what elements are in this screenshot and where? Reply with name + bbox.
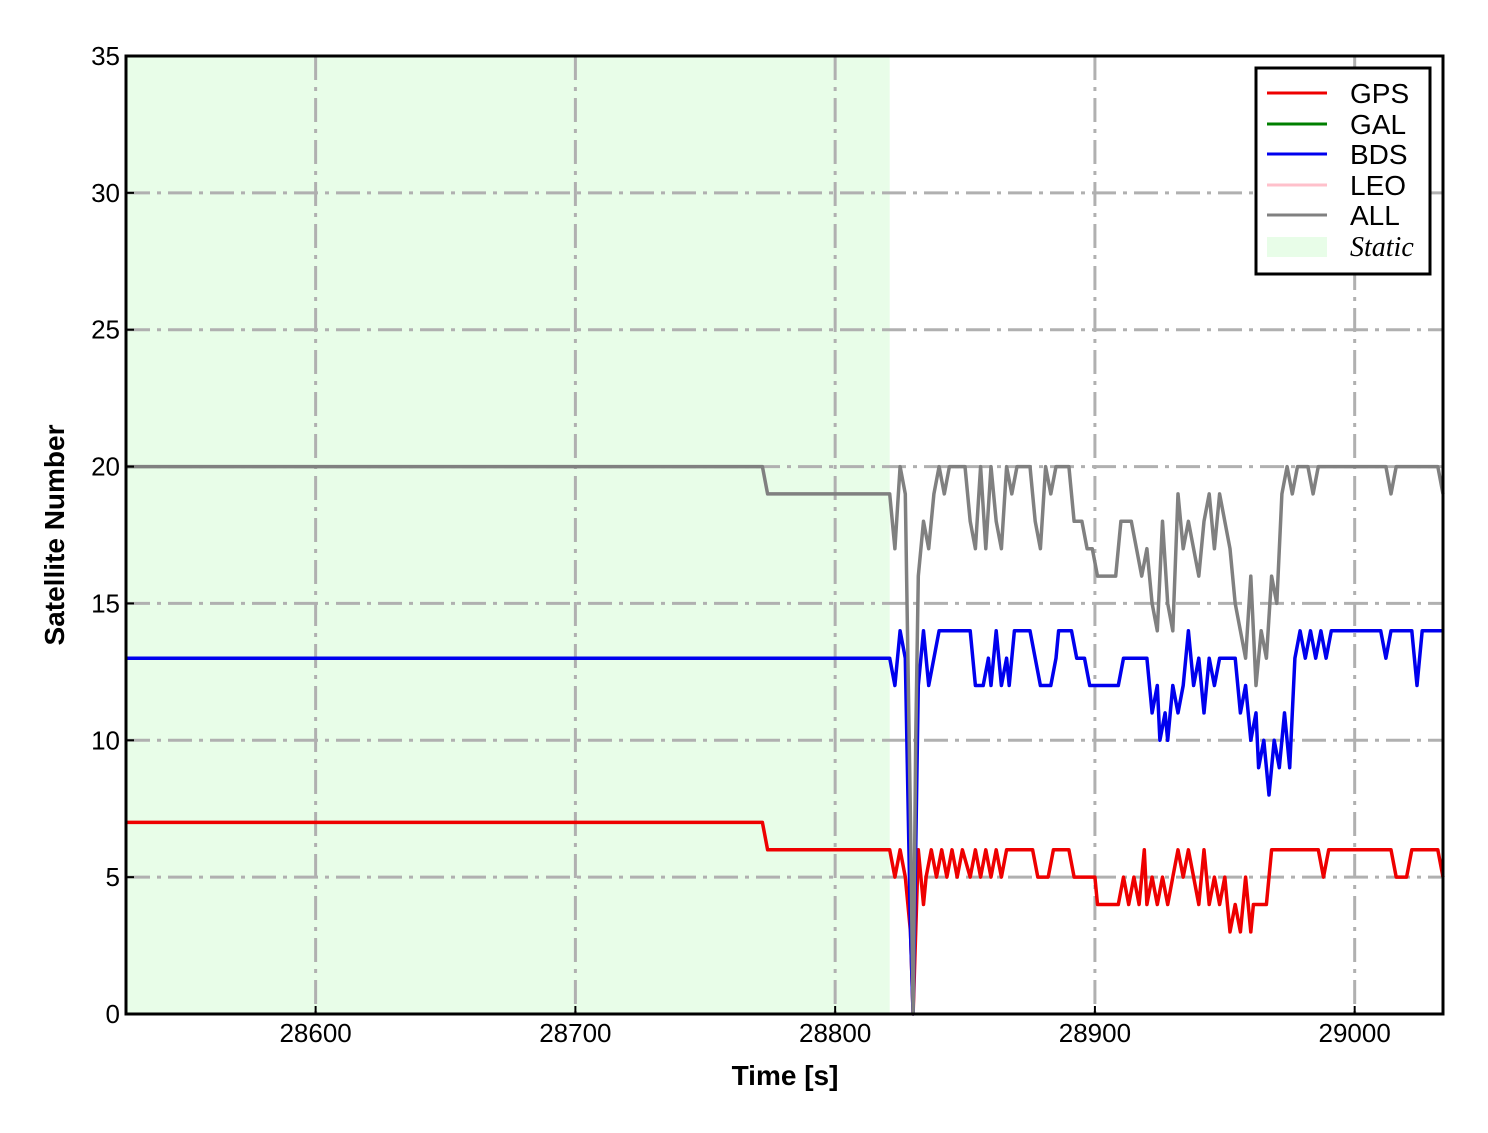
- y-tick-label: 35: [91, 41, 120, 71]
- legend-label-gps: GPS: [1350, 78, 1409, 109]
- legend-label-bds: BDS: [1350, 139, 1408, 170]
- y-tick-label: 30: [91, 178, 120, 208]
- y-tick-label: 25: [91, 315, 120, 345]
- x-tick-label: 28700: [539, 1018, 611, 1048]
- y-tick-label: 15: [91, 588, 120, 618]
- y-tick-label: 20: [91, 452, 120, 482]
- y-tick-label: 10: [91, 725, 120, 755]
- y-tick-label: 0: [106, 999, 120, 1029]
- x-tick-label: 28800: [799, 1018, 871, 1048]
- legend-label-gal: GAL: [1350, 109, 1406, 140]
- series-line-bds: [126, 629, 1443, 1016]
- y-axis-label: Satellite Number: [39, 424, 70, 645]
- x-tick-label: 29000: [1319, 1018, 1391, 1048]
- ticks: 28600 28700 28800 28900 29000 0 5 10 15 20 25 30 35: [91, 41, 1391, 1048]
- x-tick-label: 28600: [279, 1018, 351, 1048]
- legend-label-leo: LEO: [1350, 170, 1406, 201]
- legend: GPS GAL BDS LEO ALL Static: [1254, 66, 1432, 276]
- series-line-gps: [126, 820, 1445, 1016]
- series-line-all: [126, 464, 1445, 1016]
- legend-label-static: Static: [1350, 232, 1414, 263]
- series-layer: [126, 464, 1445, 1016]
- static-region: [126, 56, 890, 1014]
- legend-label-all: ALL: [1350, 200, 1400, 231]
- x-axis-label: Time [s]: [732, 1060, 839, 1091]
- y-tick-label: 5: [106, 862, 120, 892]
- x-tick-label: 28900: [1059, 1018, 1131, 1048]
- plot-frame: [124, 54, 1445, 1016]
- legend-swatch-static: [1267, 237, 1327, 257]
